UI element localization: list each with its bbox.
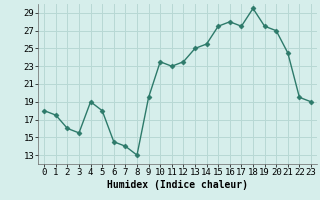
X-axis label: Humidex (Indice chaleur): Humidex (Indice chaleur) [107,180,248,190]
